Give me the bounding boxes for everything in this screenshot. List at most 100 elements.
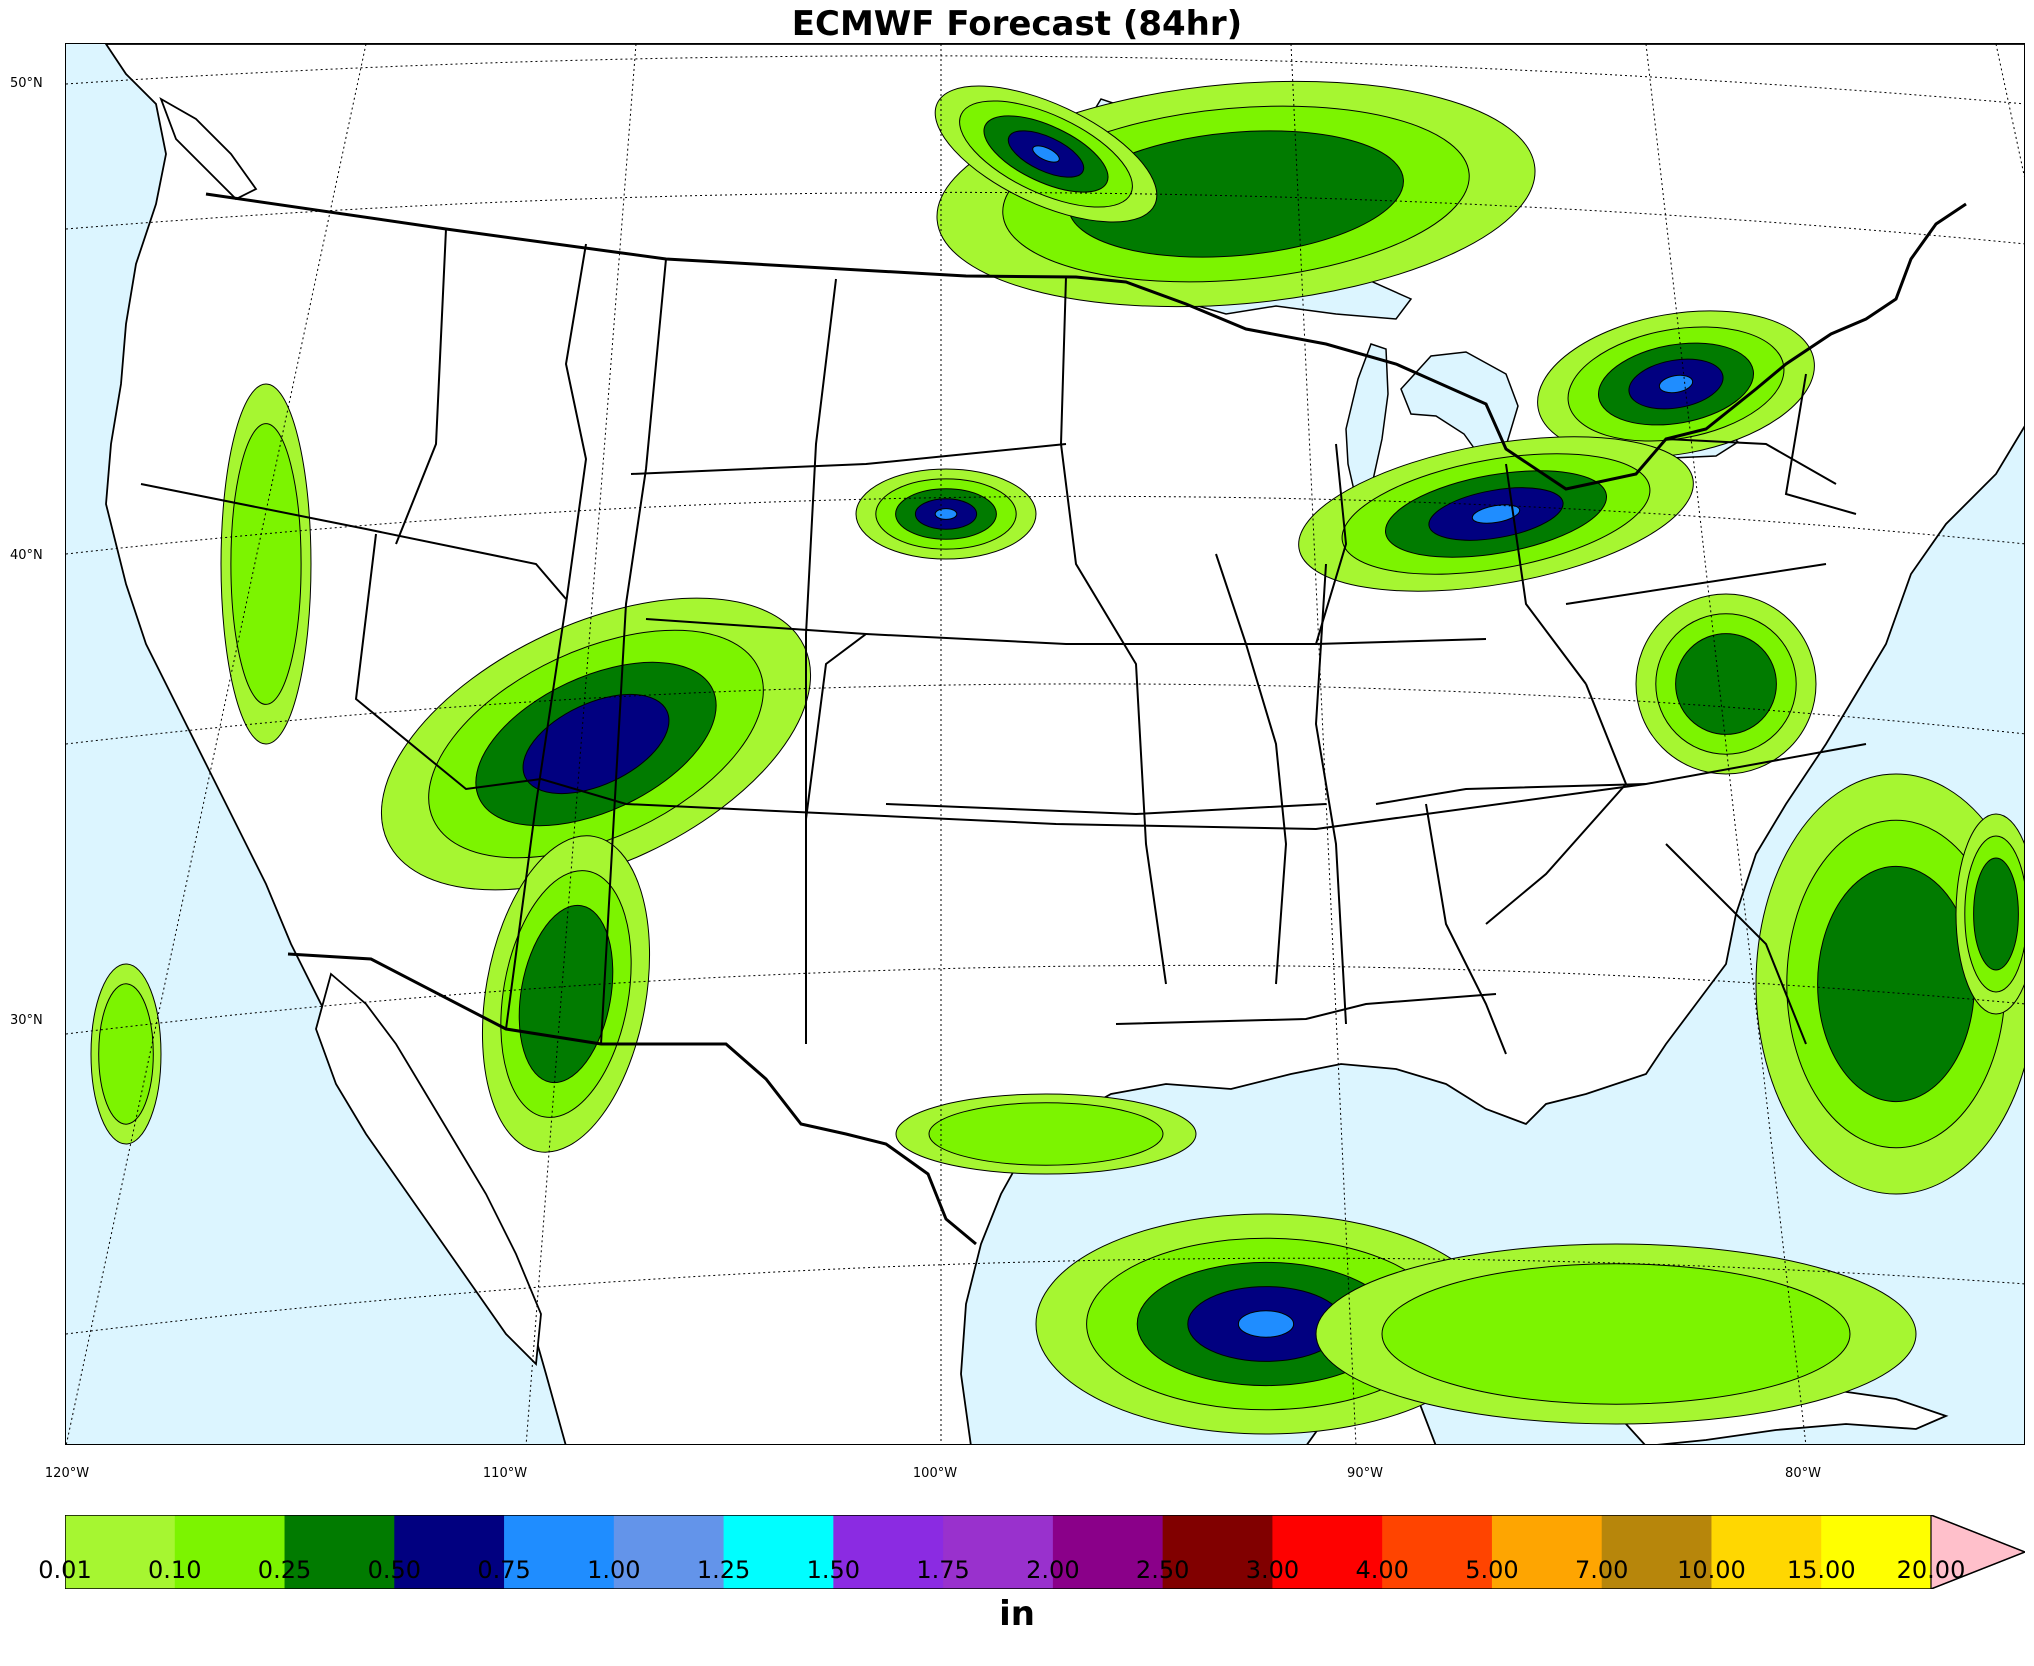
colorbar-outline (65, 1515, 2025, 1589)
meridian-90w (1290, 44, 1357, 1444)
state-line-6 (805, 278, 837, 1044)
colorbar-segment-8 (943, 1515, 1054, 1589)
state-line-19 (1115, 993, 1497, 1025)
precip-region-6-level-2 (518, 904, 614, 1084)
colorbar-segment-3 (394, 1515, 505, 1589)
vancouver-island (159, 96, 258, 201)
political-boundaries (140, 192, 1967, 1246)
colorbar-segment-5 (613, 1515, 725, 1589)
colorbar-tick-label: 1.00 (587, 1556, 641, 1584)
lon-label-120w: 120°W (44, 1466, 90, 1481)
colorbar-segment-10 (1162, 1515, 1273, 1589)
precip-region-3-level-4 (1471, 504, 1521, 524)
state-line-2 (354, 533, 1867, 831)
state-line-7 (630, 443, 1067, 475)
parallel-45n (66, 191, 2024, 245)
canada-us-border (205, 192, 1967, 491)
parallel-35n (66, 683, 2024, 745)
lat-label-40n: 40°N (10, 548, 43, 563)
colorbar-tick-label: 2.00 (1026, 1556, 1080, 1584)
precipitation-shading (90, 80, 2024, 1435)
precip-region-2-level-4 (1658, 374, 1694, 394)
precip-region-10-level-1 (230, 423, 302, 705)
colorbar-segment-6 (723, 1515, 834, 1589)
lat-label-30n: 30°N (10, 1013, 43, 1028)
state-line-24 (505, 603, 567, 1030)
precip-region-7-level-4 (1237, 1310, 1295, 1338)
colorbar-segment-1 (174, 1515, 286, 1589)
precip-region-14-level-2 (1973, 857, 2019, 971)
colorbar-segment-0 (65, 1515, 176, 1589)
precip-region-8-level-1 (1381, 1263, 1851, 1405)
meridian-80w (1645, 44, 1807, 1444)
state-line-15 (1425, 803, 1507, 1055)
state-line-1 (140, 483, 567, 600)
colorbar-segment-11 (1272, 1515, 1383, 1589)
state-line-9 (805, 633, 867, 820)
colorbar-tick-label: 5.00 (1465, 1556, 1519, 1584)
state-line-8 (645, 618, 1487, 645)
map-title: ECMWF Forecast (84hr) (791, 4, 1243, 44)
colorbar-segment-14 (1601, 1515, 1712, 1589)
parallel-25n (66, 1257, 2024, 1335)
colorbar-segment-2 (284, 1515, 395, 1589)
state-line-22 (1665, 843, 1807, 1045)
us-mexico-border (287, 952, 977, 1246)
units-label: in (999, 1594, 1035, 1634)
state-line-12 (885, 803, 1327, 816)
lon-label-80w: 80°W (1785, 1466, 1821, 1481)
colorbar-segment-13 (1491, 1515, 1603, 1589)
parallel-50n (66, 55, 2024, 105)
state-line-21 (1784, 373, 1857, 515)
precip-region-13-level-1 (928, 1102, 1164, 1166)
colorbar-segment-4 (504, 1515, 615, 1589)
state-line-16 (1505, 463, 1587, 685)
state-lines (140, 228, 1867, 1055)
precipitation-map (65, 43, 2025, 1445)
parallel-40n (66, 495, 2024, 555)
state-line-3 (395, 228, 447, 545)
precip-region-9-level-2 (1817, 865, 1975, 1103)
colorbar-tick-label: 1.50 (806, 1556, 861, 1584)
meridian-120w (66, 44, 367, 1444)
colorbar-tick-label: 4.00 (1355, 1556, 1409, 1584)
precip-region-11-level-1 (98, 983, 154, 1125)
state-line-14 (1375, 783, 1647, 805)
colorbar-segment-9 (1052, 1515, 1164, 1589)
lon-label-90w: 90°W (1347, 1466, 1383, 1481)
state-line-23 (1485, 783, 1627, 925)
colorbar-segment-15 (1711, 1515, 1822, 1589)
precip-region-12-level-2 (1675, 633, 1777, 735)
parallel-30n (66, 964, 2024, 1035)
colorbar (65, 1515, 2025, 1589)
colorbar-tick-label: 15.00 (1786, 1556, 1856, 1584)
lon-label-100w: 100°W (912, 1466, 958, 1481)
baja-california (315, 972, 542, 1366)
state-line-20 (1665, 438, 1837, 485)
precip-region-1-level-4 (1032, 145, 1060, 163)
state-line-10 (1059, 276, 1167, 985)
colorbar-tick-label: 0.50 (367, 1556, 421, 1584)
colorbar-tick-label: 0.75 (477, 1556, 531, 1584)
lon-label-110w: 110°W (482, 1466, 528, 1481)
colorbar-segment-7 (833, 1515, 944, 1589)
colorbar-tick-label: 10.00 (1677, 1556, 1746, 1584)
precip-region-4-level-4 (934, 508, 958, 520)
colorbar-tick-label: 0.10 (148, 1556, 202, 1584)
graticule-lines (66, 44, 2024, 1444)
meridian-110w (525, 44, 637, 1444)
map-canvas (66, 44, 2024, 1444)
colorbar-tick-label: 3.00 (1245, 1556, 1300, 1584)
state-line-4 (564, 243, 588, 605)
colorbar-tick-label: 7.00 (1574, 1556, 1629, 1584)
state-line-18 (1565, 563, 1827, 605)
colorbar-tick-label: 20.00 (1896, 1556, 1966, 1584)
colorbar-tick-label: 0.25 (257, 1556, 312, 1584)
colorbar-segment-12 (1382, 1515, 1493, 1589)
meridian-70w (1995, 44, 2024, 178)
state-line-13 (1314, 563, 1347, 1025)
colorbar-segment-16 (1821, 1515, 1932, 1589)
colorbar-tick-label: 1.75 (916, 1556, 970, 1584)
state-line-11 (1215, 553, 1288, 985)
lake-michigan (1345, 343, 1389, 501)
